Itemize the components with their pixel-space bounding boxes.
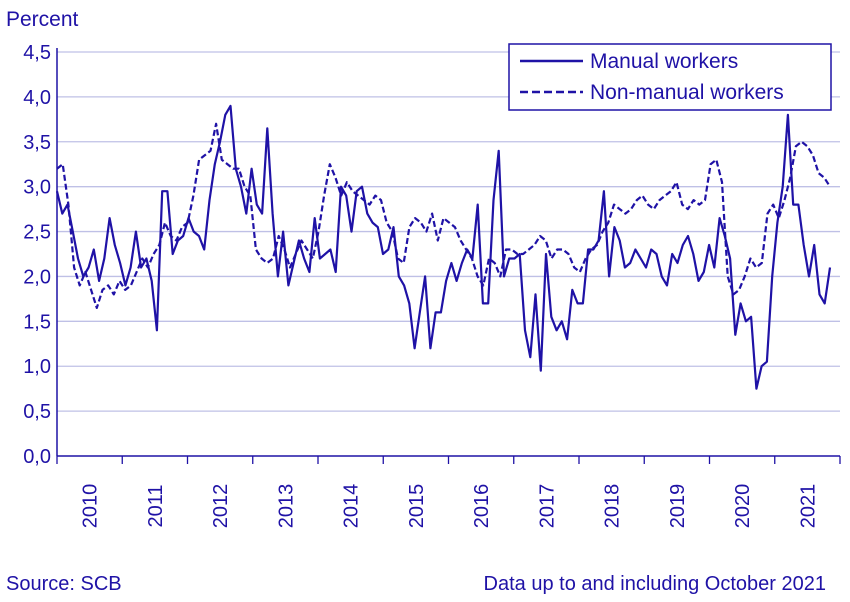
y-tick-label: 4,5 (23, 42, 51, 64)
x-tick-label: 2012 (210, 484, 232, 529)
y-tick-label: 1,0 (23, 356, 51, 378)
series-line-non-manual-workers (56, 122, 831, 309)
y-tick-label: 3,5 (23, 132, 51, 154)
y-tick-label: 0,5 (23, 401, 51, 423)
legend: Manual workers Non-manual workers (508, 43, 832, 111)
x-tick-label: 2017 (536, 484, 558, 529)
x-tick-label: 2016 (471, 484, 493, 529)
legend-label-non-manual-workers: Non-manual workers (590, 81, 784, 104)
series-line-manual-workers (55, 104, 832, 390)
x-tick-label: 2015 (406, 484, 428, 529)
y-tick-label: 3,0 (23, 177, 51, 199)
y-tick-label: 2,5 (23, 222, 51, 244)
legend-box (508, 43, 832, 111)
y-axis-label: Percent (6, 8, 79, 31)
x-tick-label: 2014 (341, 484, 363, 529)
x-tick-label: 2013 (275, 484, 297, 529)
x-tick-label: 2010 (80, 484, 102, 529)
grid-lines (57, 51, 840, 412)
series-group (55, 104, 832, 390)
x-axis: 2010 2011 2012 2013 2014 2015 2016 2017 2018 2019… (56, 455, 841, 529)
y-tick-label: 4,0 (23, 87, 51, 109)
y-tick-label: 0,0 (23, 446, 51, 468)
legend-label-manual-workers: Manual workers (590, 50, 738, 73)
y-axis: 0,0 0,5 1,0 1,5 2,0 2,5 3,0 3,5 4,0 4,5 (23, 42, 58, 468)
x-tick-label: 2020 (732, 484, 754, 529)
x-tick-label: 2018 (602, 484, 624, 529)
y-tick-label: 1,5 (23, 311, 51, 333)
y-tick-label: 2,0 (23, 266, 51, 288)
x-tick-label: 2011 (145, 484, 167, 527)
x-tick-label: 2021 (797, 484, 819, 529)
source-note: Source: SCB (6, 573, 122, 595)
x-tick-label: 2019 (667, 484, 689, 529)
data-coverage-note: Data up to and including October 2021 (483, 573, 826, 595)
